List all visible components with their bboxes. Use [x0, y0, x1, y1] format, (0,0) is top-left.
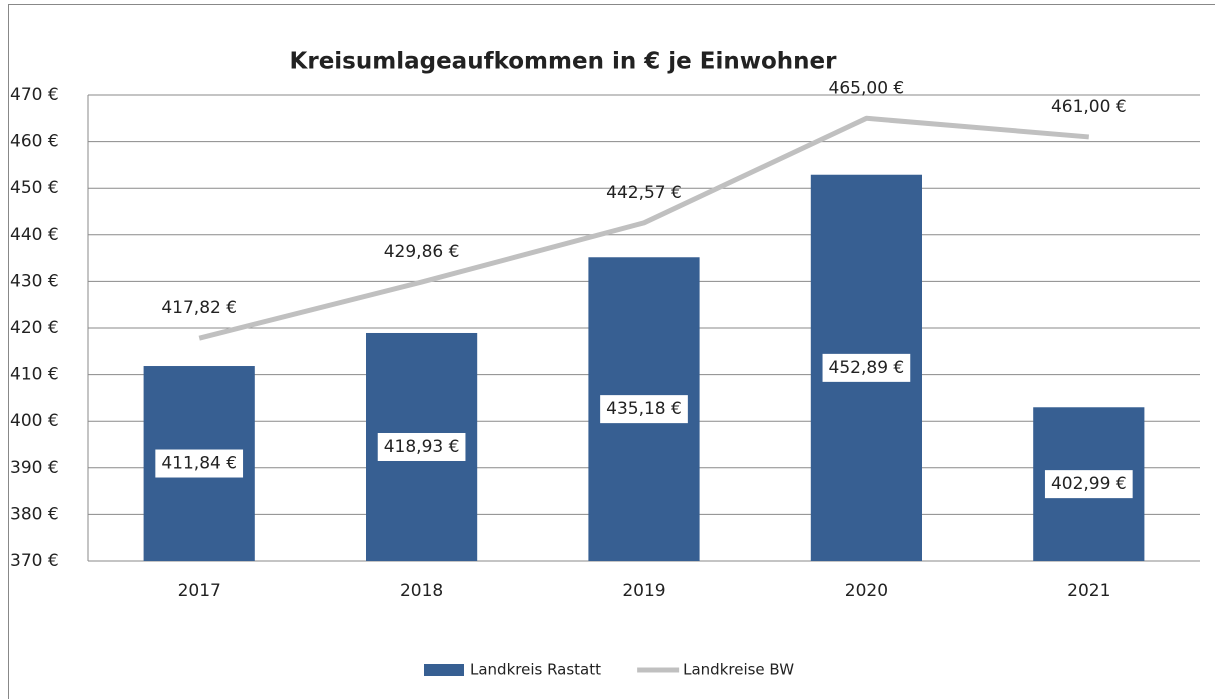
y-tick-label: 460 € — [10, 132, 59, 152]
y-tick-label: 410 € — [10, 365, 59, 385]
legend-label: Landkreise BW — [683, 661, 794, 679]
data-label-box — [155, 449, 244, 478]
x-tick-label: 2021 — [1067, 581, 1110, 601]
data-label: 429,86 € — [384, 242, 460, 262]
y-tick-label: 450 € — [10, 178, 59, 198]
y-tick-label: 430 € — [10, 271, 59, 291]
data-label: 402,99 € — [1051, 474, 1127, 494]
line — [198, 115, 1090, 341]
y-tick-label: 390 € — [10, 458, 59, 478]
x-tick-label: 2020 — [845, 581, 888, 601]
data-label: 411,84 € — [161, 454, 237, 474]
chart-title: Kreisumlageaufkommen in € je Einwohner — [290, 49, 838, 75]
x-tick-label: 2018 — [400, 581, 443, 601]
y-tick-label: 440 € — [10, 225, 59, 245]
data-label: 417,82 € — [161, 298, 237, 318]
data-label: 452,89 € — [829, 358, 905, 378]
data-label-box — [377, 432, 466, 461]
data-label-box — [600, 395, 688, 424]
data-label-box — [822, 353, 911, 382]
y-tick-label: 420 € — [10, 318, 59, 338]
y-tick-label: 370 € — [10, 551, 59, 571]
x-tick-label: 2017 — [178, 581, 221, 601]
data-label: 461,00 € — [1051, 97, 1127, 117]
y-tick-label: 470 € — [10, 85, 59, 105]
y-tick-label: 400 € — [10, 411, 59, 431]
legend-swatch — [424, 664, 464, 676]
data-label-box — [1044, 470, 1133, 499]
y-tick-label: 380 € — [10, 504, 59, 524]
data-label: 418,93 € — [384, 437, 460, 457]
data-label: 442,57 € — [606, 183, 682, 203]
data-label: 465,00 € — [829, 78, 905, 98]
chart-frame — [8, 4, 1215, 699]
legend-label: Landkreis Rastatt — [470, 661, 601, 679]
x-tick-label: 2019 — [622, 581, 665, 601]
data-label: 435,18 € — [606, 399, 682, 419]
